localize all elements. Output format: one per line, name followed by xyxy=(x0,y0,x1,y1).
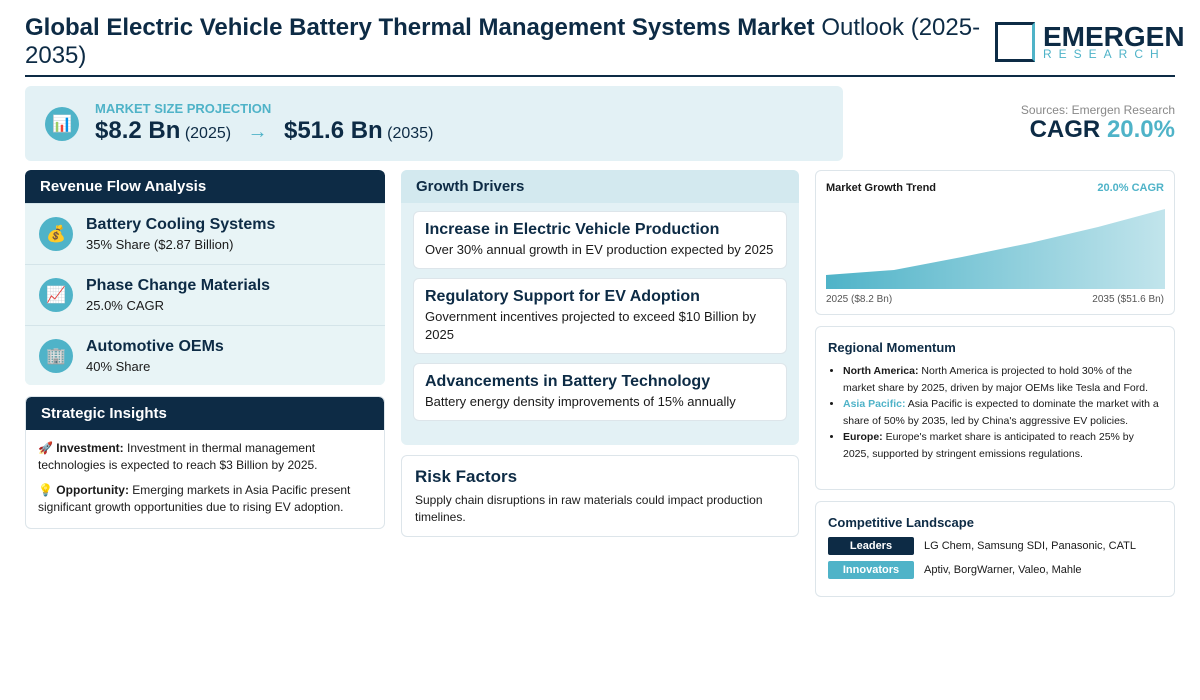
icon: 📊 xyxy=(45,107,79,141)
title-rest: Outlook (2025-2035) xyxy=(25,14,981,69)
insight: 💡 Opportunity: Emerging markets in Asia … xyxy=(38,482,372,516)
logo-main: EMERGEN xyxy=(1043,21,1185,52)
region-label: North America: xyxy=(843,365,919,377)
arrow: → xyxy=(247,121,268,143)
text: Phase Change Materials 25.0% CAGR xyxy=(86,277,270,313)
insight-text: Investment in thermal management technol… xyxy=(38,441,318,472)
region-label: Europe: xyxy=(843,431,883,443)
revenue-panel: Revenue Flow Analysis 💰 Battery Cooling S… xyxy=(25,170,385,385)
comp-tag: Leaders xyxy=(828,537,914,555)
insight-label: Opportunity: xyxy=(56,483,129,497)
title: Global Electric Vehicle Battery Thermal … xyxy=(25,14,990,70)
driver-text: Over 30% annual growth in EV production … xyxy=(425,242,774,257)
logo-mark xyxy=(995,22,1035,62)
item-detail: 25.0% CAGR xyxy=(86,298,165,313)
region-text: Europe's market share is anticipated to … xyxy=(843,431,1134,460)
logo-sub: RESEARCH xyxy=(1043,47,1166,61)
item-name: Phase Change Materials xyxy=(86,277,271,294)
trend-title: Market Growth Trend xyxy=(826,182,937,194)
comp-text: LG Chem, Samsung SDI, Panasonic, CATL xyxy=(924,540,1136,552)
driver-title: Increase in Electric Vehicle Production xyxy=(425,221,720,238)
icon: 📈 xyxy=(39,278,73,312)
start-value: $8.2 Bn xyxy=(95,117,181,144)
projection-box: 📊 MARKET SIZE PROJECTION $8.2 Bn (2025) … xyxy=(25,86,843,161)
competitive-list: Leaders LG Chem, Samsung SDI, Panasonic, … xyxy=(828,537,1162,579)
trend-panel: Market Growth Trend 20.0% CAGR 2025 ($8.… xyxy=(815,170,1175,315)
panel-title: Revenue Flow Analysis xyxy=(25,170,385,203)
panel-title: Regional Momentum xyxy=(828,340,956,355)
end-year: (2035) xyxy=(387,125,434,142)
item-detail: 35% Share ($2.87 Billion) xyxy=(86,237,234,252)
drivers-panel: Growth Drivers Increase in Electric Vehi… xyxy=(401,170,799,445)
insights-panel: Strategic Insights 🚀 Investment: Investm… xyxy=(25,396,385,529)
panel-title: Competitive Landscape xyxy=(828,515,974,530)
text: Battery Cooling Systems 35% Share ($2.87 … xyxy=(86,216,275,252)
title-bold: Global Electric Vehicle Battery Thermal … xyxy=(25,14,815,41)
risk-panel: Risk Factors Supply chain disruptions in… xyxy=(401,455,799,537)
comp-row: Leaders LG Chem, Samsung SDI, Panasonic, … xyxy=(828,537,1162,555)
item-detail: 40% Share xyxy=(86,359,151,374)
comp-row: Innovators Aptiv, BorgWarner, Valeo, Mahl… xyxy=(828,561,1162,579)
insights-list: 🚀 Investment: Investment in thermal mana… xyxy=(26,430,384,528)
trend-end: 2035 ($51.6 Bn) xyxy=(1092,294,1164,305)
start-year: (2025) xyxy=(184,125,232,142)
panel-title: Strategic Insights xyxy=(26,397,384,430)
icon: 🚀 xyxy=(38,441,53,455)
text: Automotive OEMs 40% Share xyxy=(86,338,224,374)
regional-panel: Regional Momentum North America: North A… xyxy=(815,326,1175,490)
region-label: Asia Pacific: xyxy=(843,398,906,410)
insight-label: Investment: xyxy=(56,441,124,455)
revenue-item: 🏢 Automotive OEMs 40% Share xyxy=(25,325,385,385)
panel-title: Growth Drivers xyxy=(401,170,799,203)
area xyxy=(826,209,1165,289)
insight-text: Emerging markets in Asia Pacific present… xyxy=(38,483,351,514)
icon: 💡 xyxy=(38,483,53,497)
revenue-item: 💰 Battery Cooling Systems 35% Share ($2.87… xyxy=(25,203,385,264)
risk-text: Supply chain disruptions in raw material… xyxy=(415,493,763,524)
panel-title: Risk Factors xyxy=(415,467,518,486)
values: $8.2 Bn (2025) → $51.6 Bn (2035) xyxy=(95,117,433,145)
region: North America: North America is projecte… xyxy=(843,363,1162,396)
revenue-item: 📈 Phase Change Materials 25.0% CAGR xyxy=(25,264,385,325)
label: MARKET SIZE PROJECTION xyxy=(95,101,272,116)
rule xyxy=(25,75,1175,77)
trend-area xyxy=(826,209,1165,289)
region: Europe: Europe's market share is anticip… xyxy=(843,429,1162,462)
trend-cagr: 20.0% CAGR xyxy=(1097,182,1164,194)
region-text: North America is projected to hold 30% o… xyxy=(843,365,1149,394)
driver-text: Battery energy density improvements of 1… xyxy=(425,394,736,409)
driver-card: Regulatory Support for EV Adoption Govern… xyxy=(413,278,787,354)
comp-text: Aptiv, BorgWarner, Valeo, Mahle xyxy=(924,564,1082,576)
trend-start: 2025 ($8.2 Bn) xyxy=(826,294,893,305)
driver-text: Government incentives projected to excee… xyxy=(425,309,756,342)
drivers-list: Increase in Electric Vehicle Production O… xyxy=(401,203,799,438)
driver-title: Regulatory Support for EV Adoption xyxy=(425,288,700,305)
insight: 🚀 Investment: Investment in thermal mana… xyxy=(38,440,372,474)
cagr-label: CAGR xyxy=(1029,116,1101,143)
region-text: Asia Pacific is expected to dominate the… xyxy=(843,398,1159,427)
sources: Sources: Emergen Research xyxy=(1020,103,1175,117)
icon: 🏢 xyxy=(39,339,73,373)
driver-card: Advancements in Battery Technology Batter… xyxy=(413,363,787,421)
comp-tag: Innovators xyxy=(828,561,914,579)
regional-list: North America: North America is projecte… xyxy=(828,363,1162,462)
driver-title: Advancements in Battery Technology xyxy=(425,373,711,390)
cagr-value: 20.0% xyxy=(1106,116,1175,143)
icon: 💰 xyxy=(39,217,73,251)
item-name: Battery Cooling Systems xyxy=(86,216,276,233)
driver-card: Increase in Electric Vehicle Production O… xyxy=(413,211,787,269)
revenue-list: 💰 Battery Cooling Systems 35% Share ($2.87… xyxy=(25,203,385,385)
region: Asia Pacific: Asia Pacific is expected t… xyxy=(843,396,1162,429)
competitive-panel: Competitive Landscape Leaders LG Chem, Sa… xyxy=(815,501,1175,597)
end-value: $51.6 Bn xyxy=(283,117,383,144)
item-name: Automotive OEMs xyxy=(86,338,224,355)
cagr: CAGR 20.0% xyxy=(1030,116,1175,144)
